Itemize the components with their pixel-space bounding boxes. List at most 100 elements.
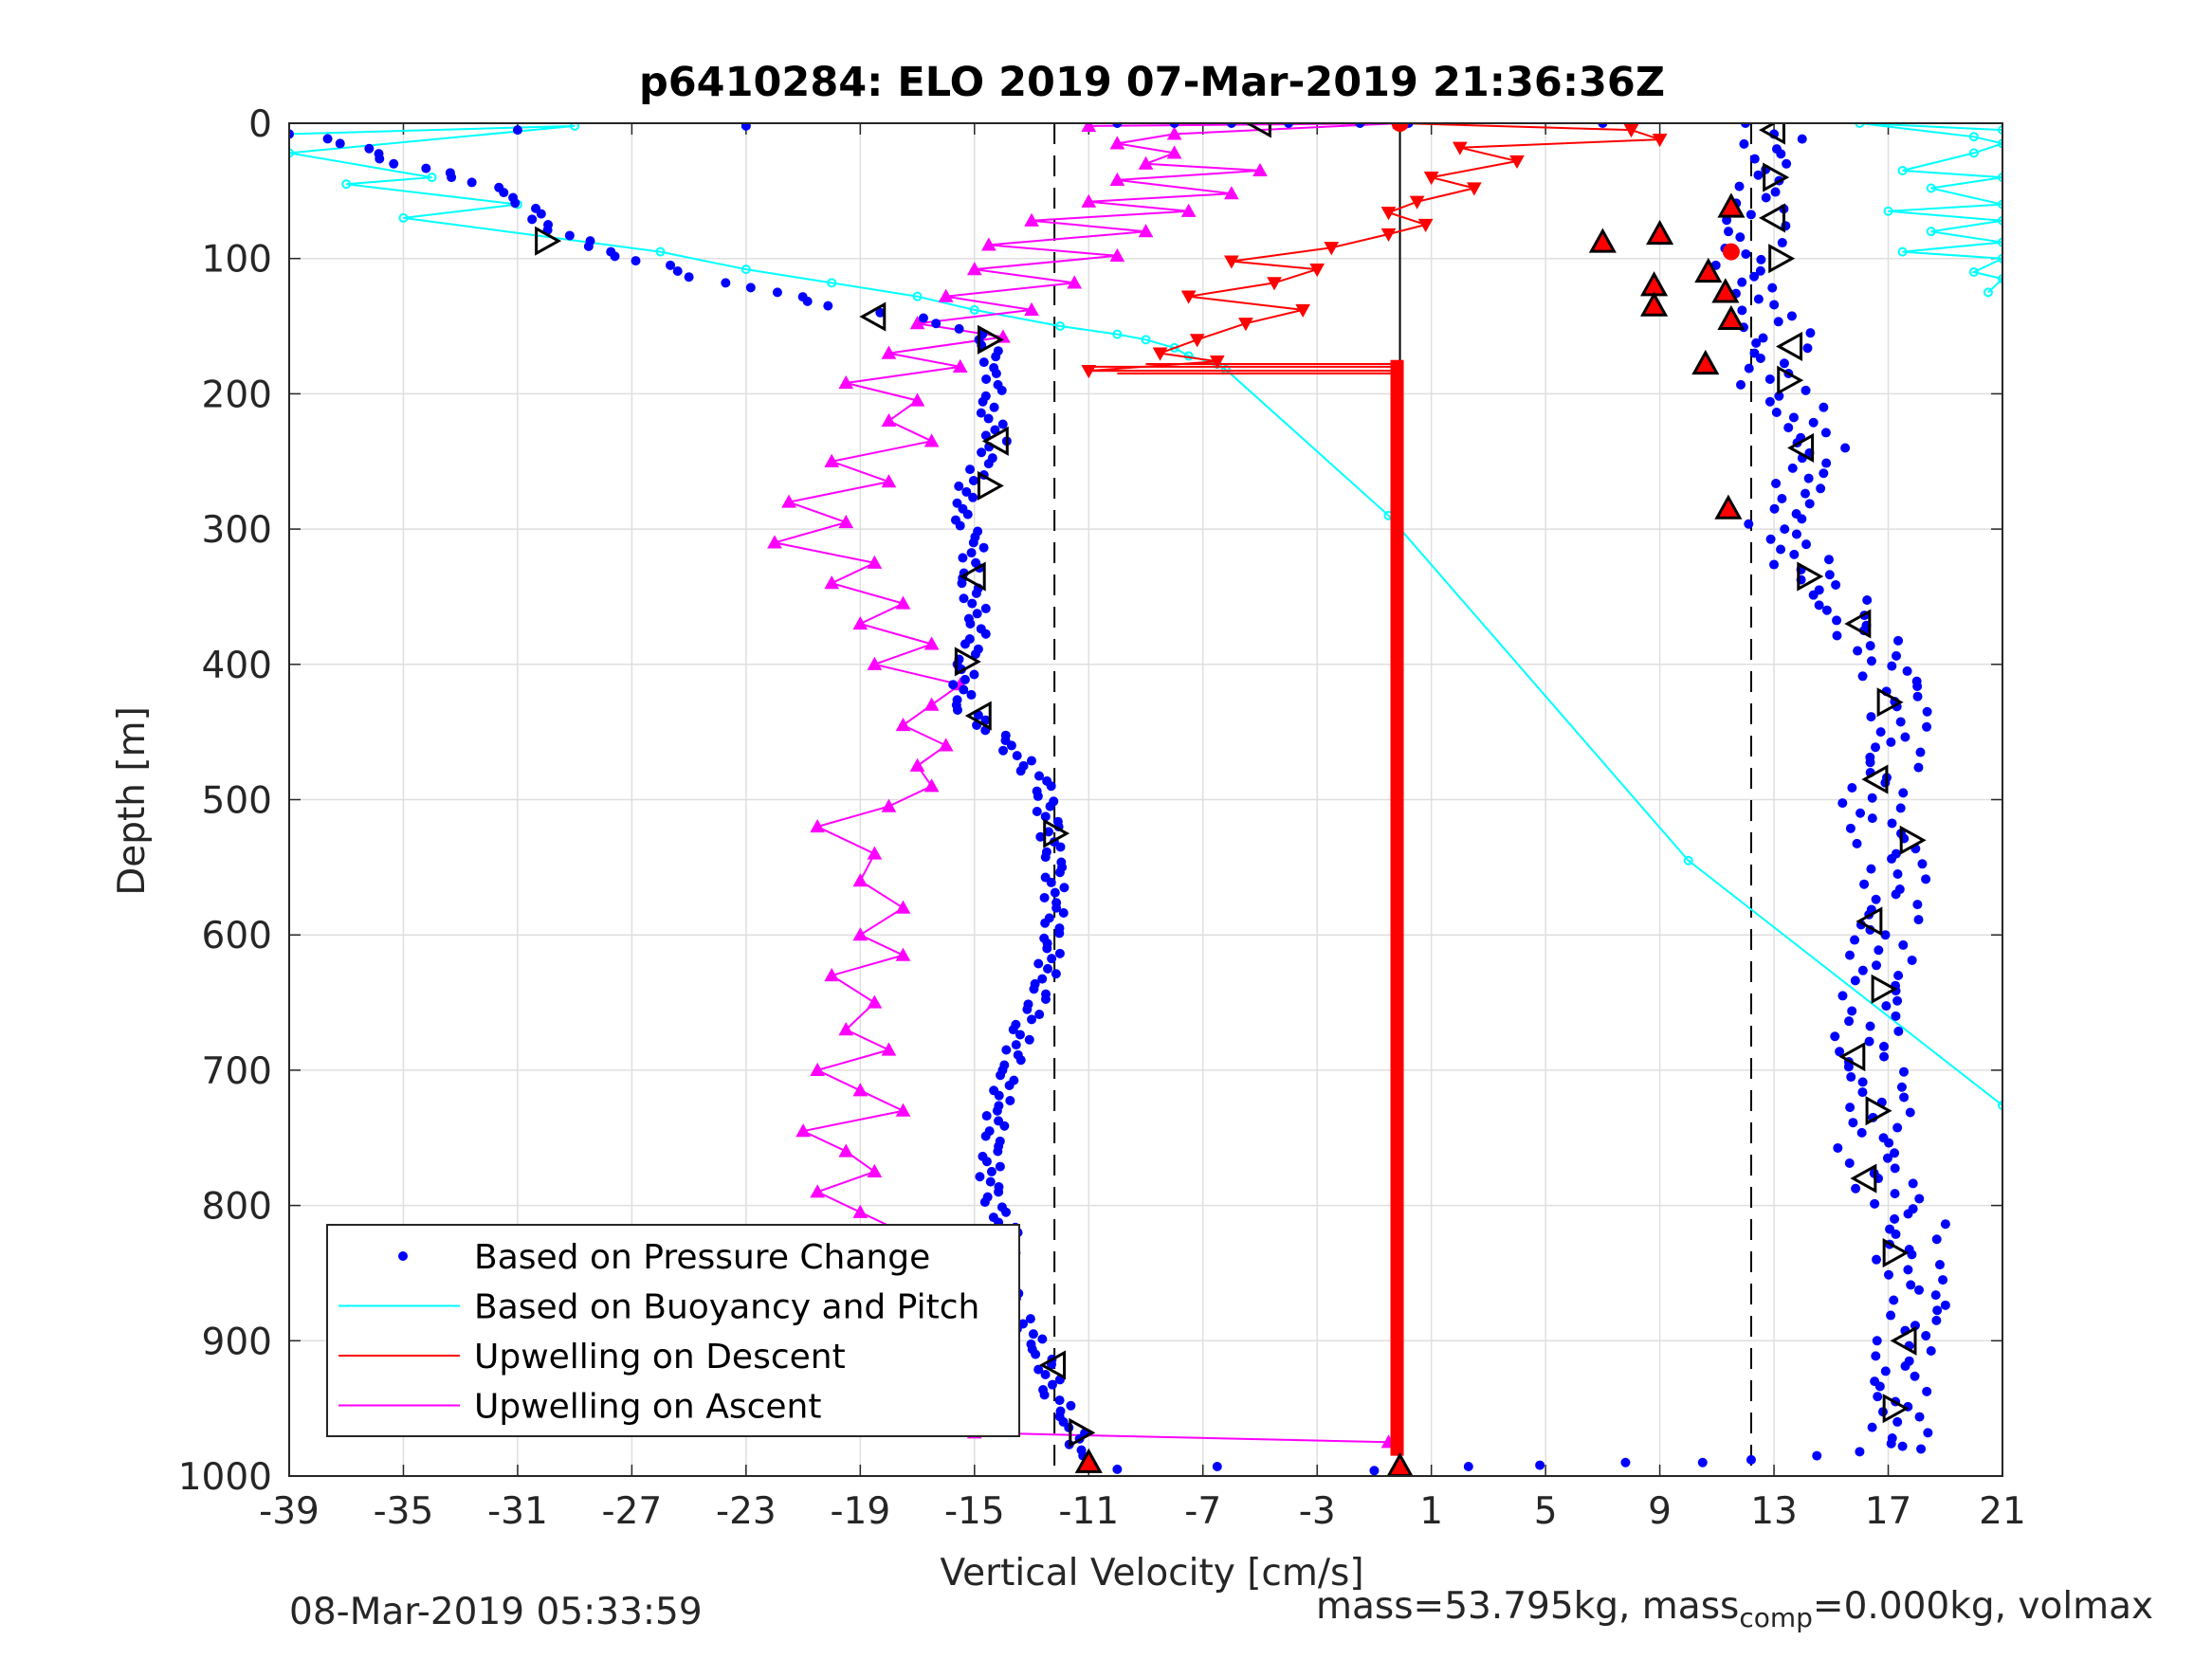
mass-subscript: comp [1739, 1601, 1813, 1633]
mass-label: mass=53.795kg, masscomp=0.000kg, volmax [1316, 1585, 2153, 1633]
pressure-change-point [512, 125, 522, 136]
pressure-change-point [1059, 883, 1069, 893]
pressure-change-point [1910, 1321, 1920, 1331]
pressure-change-point [1892, 868, 1903, 879]
ascent-marker [1899, 825, 1927, 855]
buoyancy-point [1141, 335, 1151, 345]
upwelling-ascent-point [938, 288, 954, 302]
pressure-change-point [1930, 1290, 1941, 1301]
ascent-marker [1876, 687, 1904, 718]
chart-title: p6410284: ELO 2019 07-Mar-2019 21:36:36Z [639, 59, 1665, 106]
pressure-change-point [1912, 900, 1923, 910]
pressure-change-point [1880, 777, 1891, 788]
pressure-change-point [1856, 808, 1866, 818]
pressure-change-point [1922, 706, 1932, 717]
y-tick-label: 700 [202, 1050, 272, 1093]
pressure-change-point [610, 251, 620, 262]
pressure-change-point [1891, 1229, 1901, 1239]
pressure-change-point [1005, 1096, 1015, 1106]
buoyancy-point [655, 246, 666, 257]
pressure-change-point [1737, 305, 1747, 316]
pressure-change-point [1837, 798, 1848, 809]
pressure-change-point [1045, 801, 1055, 811]
pressure-change-point [1881, 1001, 1892, 1012]
pressure-change-point [1878, 1041, 1889, 1051]
pressure-change-point [1035, 831, 1046, 842]
pressure-change-point [978, 357, 989, 368]
x-tick-label: -19 [830, 1490, 890, 1533]
pressure-change-point [1857, 1087, 1868, 1098]
x-tick-label: 5 [1534, 1490, 1558, 1533]
pressure-change-point [1054, 948, 1065, 958]
pressure-change-point [1855, 1447, 1865, 1457]
pressure-change-point [1749, 271, 1760, 282]
x-tick-label: -31 [487, 1490, 548, 1533]
pressure-change-point [1033, 791, 1043, 801]
descent-marker [964, 701, 992, 731]
pressure-change-point [823, 301, 833, 311]
pressure-change-point [981, 374, 992, 384]
pressure-change-point [1770, 187, 1781, 197]
pressure-change-point [1029, 984, 1039, 994]
pressure-change-point [1880, 930, 1891, 940]
pressure-change-point [1916, 1444, 1927, 1454]
pressure-change-point [1882, 1153, 1892, 1163]
pressure-change-point [721, 278, 731, 288]
pressure-change-point [1744, 363, 1754, 374]
upwelling-ascent-point [824, 967, 840, 982]
buoyancy-point [1897, 165, 1908, 175]
legend-label: Upwelling on Descent [474, 1338, 846, 1376]
ascent-marker [1838, 1042, 1866, 1072]
pressure-change-point [1865, 1021, 1875, 1031]
pressure-change-point [1039, 1390, 1050, 1400]
pressure-change-point [375, 154, 385, 164]
pressure-change-point [1803, 473, 1814, 483]
buoyancy-point [341, 179, 352, 190]
legend-label: Based on Buoyancy and Pitch [474, 1288, 979, 1327]
pressure-change-point [1039, 892, 1050, 902]
pressure-change-point [1823, 555, 1834, 565]
pressure-change-point [1891, 889, 1901, 900]
upwelling-ascent-point [923, 778, 940, 793]
pressure-change-point [1819, 468, 1829, 479]
pressure-change-point [583, 241, 594, 251]
pressure-change-point [1905, 1107, 1915, 1118]
descent-marker [977, 324, 1004, 355]
pressure-change-point [1899, 1092, 1910, 1103]
pressure-change-point [1840, 443, 1851, 453]
upwelling-ascent-point [838, 1022, 854, 1036]
pressure-change-point [1886, 737, 1896, 747]
pressure-change-point [980, 715, 991, 725]
x-tick-label: 21 [1979, 1490, 2026, 1533]
upwelling-descent-point [1267, 277, 1282, 291]
pressure-change-point [1051, 902, 1062, 913]
ascent-marker [1861, 764, 1889, 794]
upwelling-ascent-point [1024, 212, 1039, 227]
pressure-change-point [1783, 423, 1794, 433]
pressure-change-point [289, 129, 294, 139]
pressure-change-point [1819, 402, 1829, 412]
pressure-change-point [421, 163, 431, 173]
pressure-change-point [1850, 975, 1860, 986]
buoyancy-point [1055, 321, 1066, 332]
upwelling-ascent-point [895, 595, 911, 610]
upwelling-ascent-point [1081, 193, 1097, 208]
pressure-change-point [1821, 458, 1832, 468]
upwelling-ascent-point [923, 433, 940, 447]
pressure-change-point [466, 177, 477, 188]
pressure-change-point [364, 143, 375, 154]
pressure-change-point [1847, 783, 1857, 793]
pressure-change-point [971, 588, 981, 598]
buoyancy-point [1112, 329, 1123, 339]
pressure-change-point [1831, 579, 1841, 590]
pressure-change-point [958, 553, 968, 563]
pressure-change-point [999, 1121, 1010, 1131]
pressure-change-point [967, 598, 978, 609]
pressure-change-point [995, 1161, 1005, 1172]
upwelling-descent-point [1309, 264, 1325, 278]
x-tick-label: -23 [716, 1490, 777, 1533]
pressure-change-point [960, 639, 970, 649]
pressure-change-point [1777, 238, 1787, 248]
pressure-change-point [977, 447, 987, 458]
upwelling-ascent-point [838, 374, 854, 390]
